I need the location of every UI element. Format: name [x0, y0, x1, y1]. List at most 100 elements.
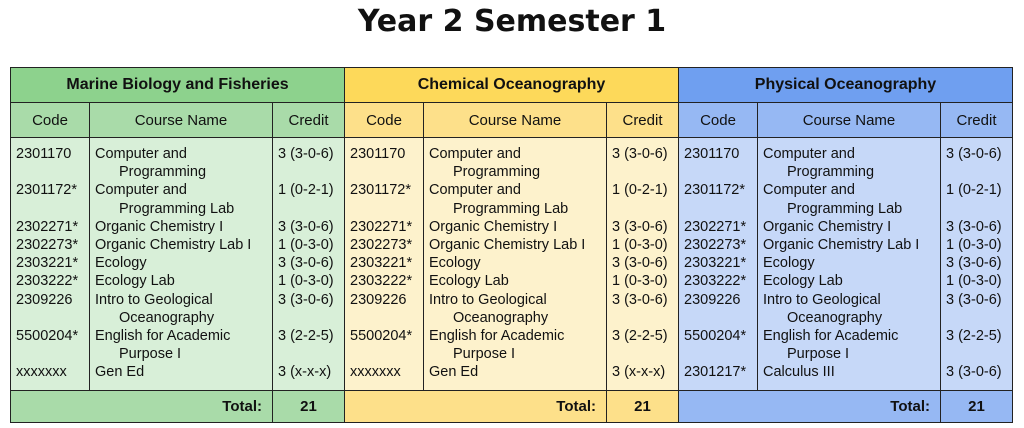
course-name: Computer and — [95, 182, 187, 199]
course-name: Computer and — [763, 146, 855, 162]
course-name: Intro to Geological — [429, 291, 547, 308]
course-name: Purpose I — [119, 346, 182, 363]
course-credit: 1 (0-2-1) — [946, 182, 1002, 199]
course-name: Programming — [453, 164, 541, 181]
course-name: Purpose I — [787, 346, 850, 363]
column-header-code: Code — [678, 102, 758, 138]
course-name: Programming — [787, 164, 875, 181]
course-name: Ecology — [429, 255, 481, 272]
column-header-course-name: Course Name — [89, 102, 273, 138]
course-name: Gen Ed — [429, 364, 479, 381]
column-header-credit: Credit — [606, 102, 679, 138]
course-name: Ecology Lab — [429, 273, 509, 290]
course-code: 2301170 — [684, 146, 740, 162]
course-code: 2309226 — [350, 291, 407, 308]
course-code: 2301172* — [684, 182, 746, 199]
course-name: Programming Lab — [787, 200, 903, 217]
course-credit: 1 (0-3-0) — [278, 273, 334, 290]
page-title: Year 2 Semester 1 — [357, 4, 667, 39]
column-header-credit: Credit — [272, 102, 345, 138]
course-credit: 1 (0-2-1) — [612, 182, 668, 199]
course-name: Ecology — [763, 255, 815, 272]
course-credit: 3 (x-x-x) — [278, 364, 332, 381]
course-credit: 3 (3-0-6) — [278, 218, 334, 235]
course-code: 2303221* — [350, 255, 413, 272]
course-code: xxxxxxx — [16, 364, 67, 381]
column-header-code: Code — [10, 102, 90, 138]
course-code: 2301172* — [16, 182, 78, 199]
course-credit: 3 (3-0-6) — [946, 218, 1002, 235]
course-name: English for Academic — [95, 328, 231, 345]
program-header-row: Marine Biology and Fisheries Chemical Oc… — [10, 67, 1013, 103]
course-code: 2302271* — [684, 218, 747, 235]
course-name: Purpose I — [453, 346, 516, 363]
course-code: 2303222* — [684, 273, 747, 290]
total-value: 21 — [272, 390, 345, 423]
column-header-credit: Credit — [940, 102, 1013, 138]
course-name: Organic Chemistry I — [95, 218, 224, 235]
course-credit: 1 (0-3-0) — [946, 273, 1002, 290]
course-code: 2303222* — [350, 273, 413, 290]
course-name: English for Academic — [429, 328, 565, 345]
course-name: Intro to Geological — [763, 291, 881, 308]
course-credit: 3 (3-0-6) — [278, 255, 334, 272]
credit-cell: 3 (3-0-6) 1 (0-2-1) 3 (3-0-6) 1 (0-3-0) 3 (3… — [940, 137, 1013, 391]
total-label: Total: — [344, 390, 607, 423]
course-name: Organic Chemistry I — [429, 218, 558, 235]
course-credit: 3 (3-0-6) — [278, 291, 334, 308]
column-header-course-name: Course Name — [423, 102, 607, 138]
program-header-chemical-oceanography: Chemical Oceanography — [344, 67, 679, 103]
total-row: Total: 21 Total: 21 Total: 21 — [10, 390, 1013, 423]
course-credit: 1 (0-3-0) — [612, 273, 668, 290]
course-name: Computer and — [95, 146, 187, 162]
column-header-code: Code — [344, 102, 424, 138]
course-name: Oceanography — [453, 309, 549, 326]
course-name: Computer and — [429, 182, 521, 199]
curriculum-table: Marine Biology and Fisheries Chemical Oc… — [10, 67, 1013, 423]
course-code: 5500204* — [684, 327, 747, 344]
code-cell: 2301170 2301172* 2302271* 2302273* 2303221* 2… — [10, 137, 90, 391]
course-code: 2303222* — [16, 273, 79, 290]
column-header-course-name: Course Name — [757, 102, 941, 138]
course-credit: 1 (0-3-0) — [278, 236, 334, 253]
name-cell: Computer and Programming Computer and Progr… — [89, 137, 273, 391]
course-credit: 3 (3-0-6) — [946, 364, 1002, 381]
course-credit: 3 (3-0-6) — [278, 146, 334, 162]
course-code: 5500204* — [350, 327, 413, 344]
course-code: 2303221* — [684, 255, 747, 272]
course-credit: 3 (3-0-6) — [946, 291, 1002, 308]
course-credit: 3 (2-2-5) — [278, 327, 334, 344]
program-header-physical-oceanography: Physical Oceanography — [678, 67, 1013, 103]
course-code: 2301170 — [16, 146, 72, 162]
course-code: 5500204* — [16, 327, 79, 344]
course-name: Organic Chemistry Lab I — [429, 237, 586, 254]
course-name: Ecology — [95, 255, 147, 272]
course-name: Programming — [119, 164, 207, 181]
course-code: xxxxxxx — [350, 364, 401, 381]
course-name: Oceanography — [119, 309, 215, 326]
course-code: 2302271* — [16, 218, 79, 235]
course-name: Ecology Lab — [763, 273, 843, 290]
course-code: 2301170 — [350, 146, 406, 162]
course-credit: 3 (2-2-5) — [612, 327, 668, 344]
course-name: English for Academic — [763, 328, 899, 345]
program-header-marine-biology: Marine Biology and Fisheries — [10, 67, 345, 103]
course-credit: 3 (3-0-6) — [946, 255, 1002, 272]
name-cell: Computer and Programming Computer and Progr… — [423, 137, 607, 391]
column-header-row: Code Course Name Credit Code Course Name… — [10, 102, 1013, 138]
course-name: Organic Chemistry I — [763, 218, 892, 235]
course-credit: 3 (3-0-6) — [612, 291, 668, 308]
total-label: Total: — [10, 390, 273, 423]
total-value: 21 — [940, 390, 1013, 423]
course-name: Computer and — [763, 182, 855, 199]
code-cell: 2301170 2301172* 2302271* 2302273* 2303221* 2… — [344, 137, 424, 391]
course-code: 2302273* — [16, 236, 79, 253]
course-name: Calculus III — [763, 364, 835, 381]
name-cell: Computer and Programming Computer and Progr… — [757, 137, 941, 391]
course-name: Intro to Geological — [95, 291, 213, 308]
course-code: 2301172* — [350, 182, 412, 199]
course-code: 2303221* — [16, 255, 79, 272]
code-cell: 2301170 2301172* 2302271* 2302273* 2303221* 2… — [678, 137, 758, 391]
course-credit: 3 (3-0-6) — [946, 146, 1002, 162]
course-code: 2302273* — [684, 236, 747, 253]
